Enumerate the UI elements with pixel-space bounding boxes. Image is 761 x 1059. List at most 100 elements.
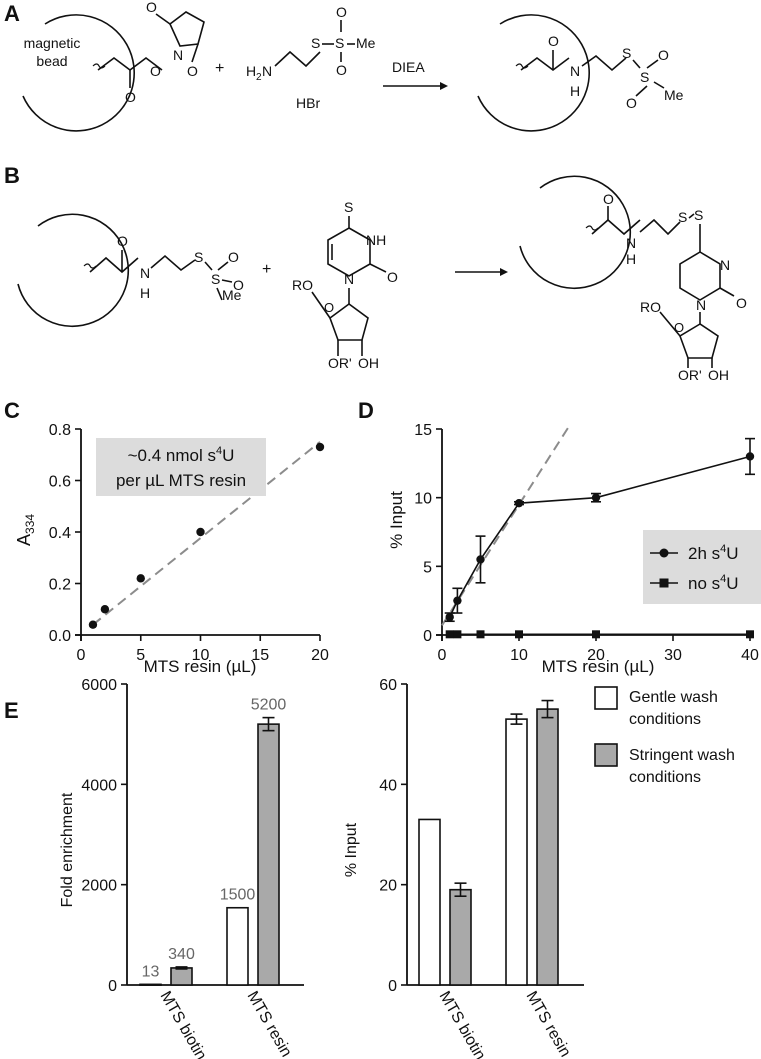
y-tick-label: 60	[379, 677, 397, 694]
data-point-circle	[453, 596, 462, 605]
chart-c-xlabel: MTS resin (µL)	[144, 657, 257, 676]
legend-marker-square	[659, 578, 669, 588]
y-tick-label: 40	[379, 777, 397, 794]
data-point-circle	[591, 493, 601, 502]
pyrimidine-ring	[327, 227, 371, 277]
atom-s-b-1: S	[194, 249, 203, 265]
co-bond-nuc	[369, 263, 387, 273]
legend-marker-circle	[659, 548, 669, 558]
atom-o-sulfonyl-2: O	[336, 62, 347, 78]
bar-value-label: 5200	[251, 697, 287, 714]
chart-c-annotation-line-1: ~0.4 nmol s4U	[128, 445, 235, 465]
y-tick-label: 10	[414, 491, 432, 508]
product-atom-s-2: S	[640, 69, 649, 85]
x-tick-label: 20	[587, 647, 605, 664]
y-tick-label: 0.0	[49, 628, 71, 645]
x-tick-label: 0	[438, 647, 447, 664]
y-tick-label: 0.2	[49, 577, 71, 594]
data-point-circle	[88, 620, 98, 629]
category-label: MTS resin	[523, 989, 574, 1059]
plus-sign-b: +	[262, 261, 271, 278]
chart-c-plot-area: 0.0 0.2 0.4 0.6 0.8 0 5 10 15 20	[49, 422, 329, 664]
product-s-s-bond	[632, 59, 641, 69]
atom-o-sulfonyl-1: O	[336, 4, 347, 20]
y-tick-label: 20	[379, 878, 397, 895]
product-atom-o-1: O	[658, 47, 669, 63]
atom-s-2: S	[335, 35, 344, 51]
product-c5-bond	[659, 311, 681, 337]
panel-label-b: B	[4, 163, 20, 188]
product-chain-1	[520, 57, 570, 71]
s-s-bond-b	[204, 261, 213, 271]
attachment-wave	[92, 63, 106, 69]
product-atom-s-1: S	[622, 45, 631, 61]
chart-d-legend-box	[643, 530, 761, 604]
product-atom-me: Me	[664, 87, 684, 103]
y-tick-label: 0	[108, 978, 117, 995]
x-tick-label: 0	[77, 647, 86, 664]
trendline	[92, 441, 321, 626]
atom-s-1: S	[311, 35, 320, 51]
data-point-circle	[514, 498, 524, 508]
atom-s-b-2: S	[211, 271, 220, 287]
bar-value-label: 1500	[220, 887, 256, 904]
atom-me: Me	[356, 35, 376, 51]
x-tick-label: 30	[664, 647, 682, 664]
product-atom-oh: OH	[708, 367, 729, 383]
product-atom-o: O	[548, 33, 559, 49]
bead-label-line-2: bead	[36, 53, 67, 69]
atom-h: H	[246, 63, 256, 79]
chart-e-right-plot-area: 0 20 40 60 MTS biotin MTS resin	[379, 677, 584, 1059]
data-point-circle	[100, 605, 110, 614]
x-tick-label: 15	[251, 647, 269, 664]
data-point-square	[445, 630, 454, 639]
atom-o-ribose: O	[324, 300, 334, 315]
category-label: MTS biotin	[436, 989, 489, 1059]
product-so-bond-2	[635, 85, 648, 97]
bar	[449, 888, 472, 986]
atom-or-prime: OR'	[328, 355, 352, 371]
data-point-square	[453, 630, 462, 639]
product-pyrimidine-ring	[679, 251, 721, 301]
product-so-bond-1	[646, 59, 659, 69]
y-tick-label: 6000	[81, 677, 117, 694]
data-point-circle	[445, 612, 454, 622]
bar	[505, 718, 528, 986]
x-tick-label: 20	[311, 647, 329, 664]
plus-sign-a: +	[215, 60, 224, 77]
product-atom-o-b: O	[603, 191, 614, 207]
bar-value-label: 340	[168, 946, 195, 963]
y-tick-label: 0.4	[49, 525, 71, 542]
arrowhead-a	[440, 82, 448, 90]
trendline	[441, 425, 570, 626]
bar	[139, 983, 162, 986]
data-point-circle	[476, 555, 485, 564]
chart-e-left-plot-area: 0 2000 4000 6000 13 340 MTS biotin 1500 5200 MTS …	[81, 677, 304, 1059]
legend-swatch-stringent	[594, 743, 618, 767]
so-bond-b-1	[217, 261, 229, 271]
legend-label-stringent-line-2: conditions	[629, 769, 701, 786]
bar	[257, 723, 280, 986]
bar	[536, 708, 559, 986]
atom-nh: NH	[366, 232, 386, 248]
s-me-bond-b	[216, 287, 223, 301]
disulfide-bond	[688, 213, 695, 219]
atom-n-b: N	[140, 265, 150, 281]
hbr-salt-label: HBr	[296, 95, 320, 111]
product-wave	[515, 63, 529, 69]
ribose-ring	[329, 303, 369, 341]
chart-d-ylabel: % Input	[387, 491, 406, 549]
category-label: MTS biotin	[157, 989, 210, 1059]
product-s-me-bond	[653, 81, 665, 89]
c5-bond	[311, 291, 331, 319]
atom-o-nhs-2: O	[187, 63, 198, 79]
legend-label-no: no s4U	[688, 573, 739, 593]
panel-d: D 0 5 10 15 0 10 20 30 40 % Input MTS resin (µL)…	[358, 398, 761, 676]
bar	[226, 906, 249, 986]
data-point-square	[746, 630, 754, 639]
product-chain-b-1	[591, 218, 641, 236]
legend-label-gentle-line-1: Gentle wash	[629, 689, 718, 706]
product-atom-n-b: N	[626, 235, 636, 251]
succinimide-ring	[169, 11, 205, 47]
